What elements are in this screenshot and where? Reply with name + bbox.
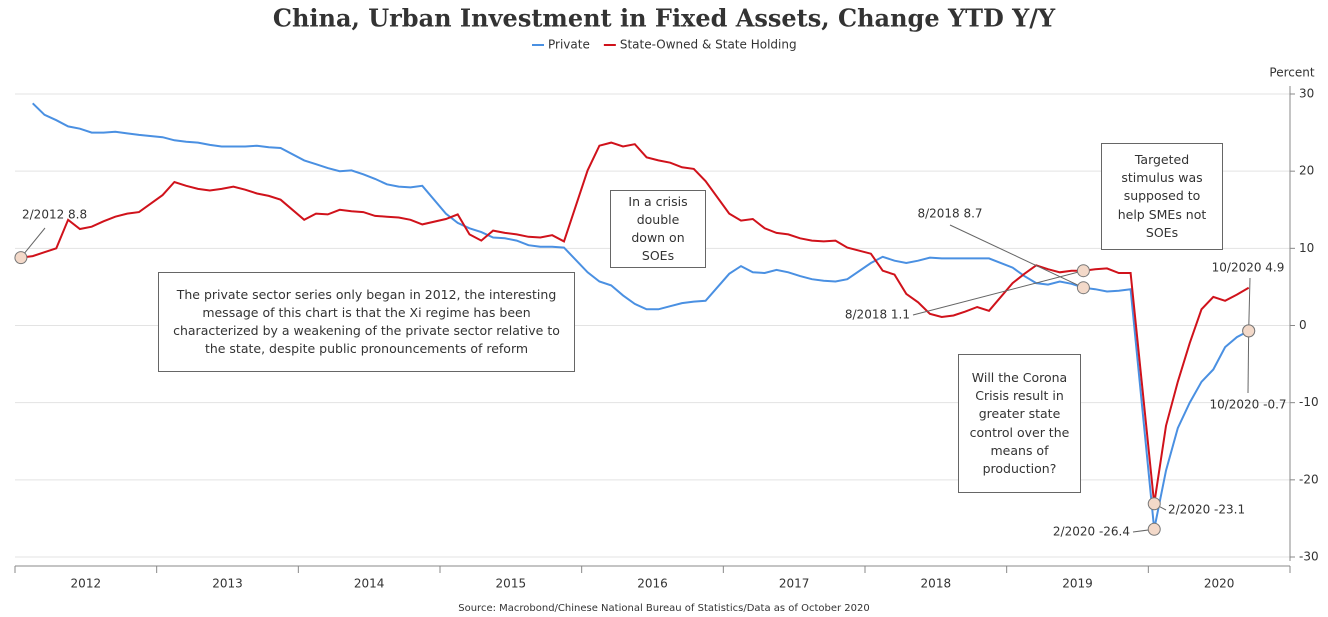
source: Source: Macrobond/Chinese National Burea… [458,603,869,614]
y-tick-label: 10 [1299,241,1314,255]
y-tick-label: 0 [1299,318,1307,332]
x-tick-label: 2019 [1062,577,1093,591]
y-tick-label: 20 [1299,164,1314,178]
legend-label: Private [548,38,590,52]
highlight-point [1147,497,1161,511]
highlight-point [14,251,28,265]
point-label: 2/2012 8.8 [22,208,87,222]
chart-title: China, Urban Investment in Fixed Assets,… [273,4,1056,33]
series-line [32,102,1250,530]
highlight-point [1076,264,1090,278]
highlight-point [1076,281,1090,295]
series-line [20,141,1250,504]
y-axis-label: Percent [1269,66,1314,80]
point-label: 10/2020 4.9 [1212,261,1285,275]
highlight-point [1147,522,1161,536]
point-label: 10/2020 -0.7 [1209,398,1286,412]
point-label: 8/2018 1.1 [845,308,910,322]
leader-line [1248,277,1251,331]
x-tick-label: 2014 [354,577,385,591]
y-tick-label: -20 [1299,472,1319,486]
x-tick-label: 2016 [637,577,668,591]
leader-line [1247,330,1250,394]
x-tick-label: 2012 [71,577,102,591]
highlight-point [1242,324,1256,338]
x-tick-label: 2017 [779,577,810,591]
annotation-box: The private sector series only began in … [158,272,575,372]
point-label: 2/2020 -23.1 [1168,503,1245,517]
x-tick-label: 2013 [212,577,243,591]
point-label: 2/2020 -26.4 [1053,525,1130,539]
annotation-box: Targeted stimulus was supposed to help S… [1101,143,1223,250]
leader-line [912,270,1084,316]
annotation-box: In a crisis double down on SOEs [610,190,706,268]
annotation-box: Will the Corona Crisis result in greater… [958,354,1081,493]
y-tick-label: -30 [1299,550,1319,564]
x-tick-label: 2015 [496,577,527,591]
legend-label: State-Owned & State Holding [620,38,797,52]
leader-line [949,224,1084,289]
x-tick-label: 2018 [921,577,952,591]
point-label: 8/2018 8.7 [917,207,982,221]
y-tick-label: 30 [1299,87,1314,101]
x-tick-label: 2020 [1204,577,1235,591]
y-tick-label: -10 [1299,395,1319,409]
